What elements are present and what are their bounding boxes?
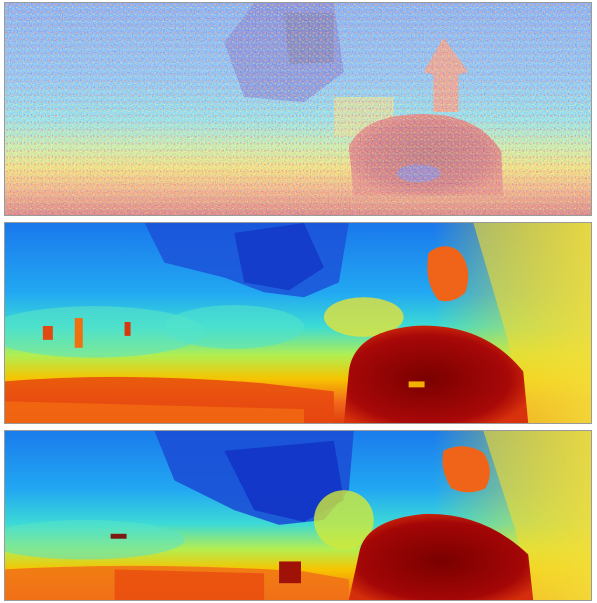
refined-disparity-image — [5, 431, 591, 600]
noisy-disparity-map — [4, 2, 592, 216]
smoothed-disparity-map — [4, 222, 592, 424]
refined-disparity-map — [4, 430, 592, 601]
smoothed-disparity-image — [5, 223, 591, 423]
noisy-disparity-image — [5, 3, 591, 215]
